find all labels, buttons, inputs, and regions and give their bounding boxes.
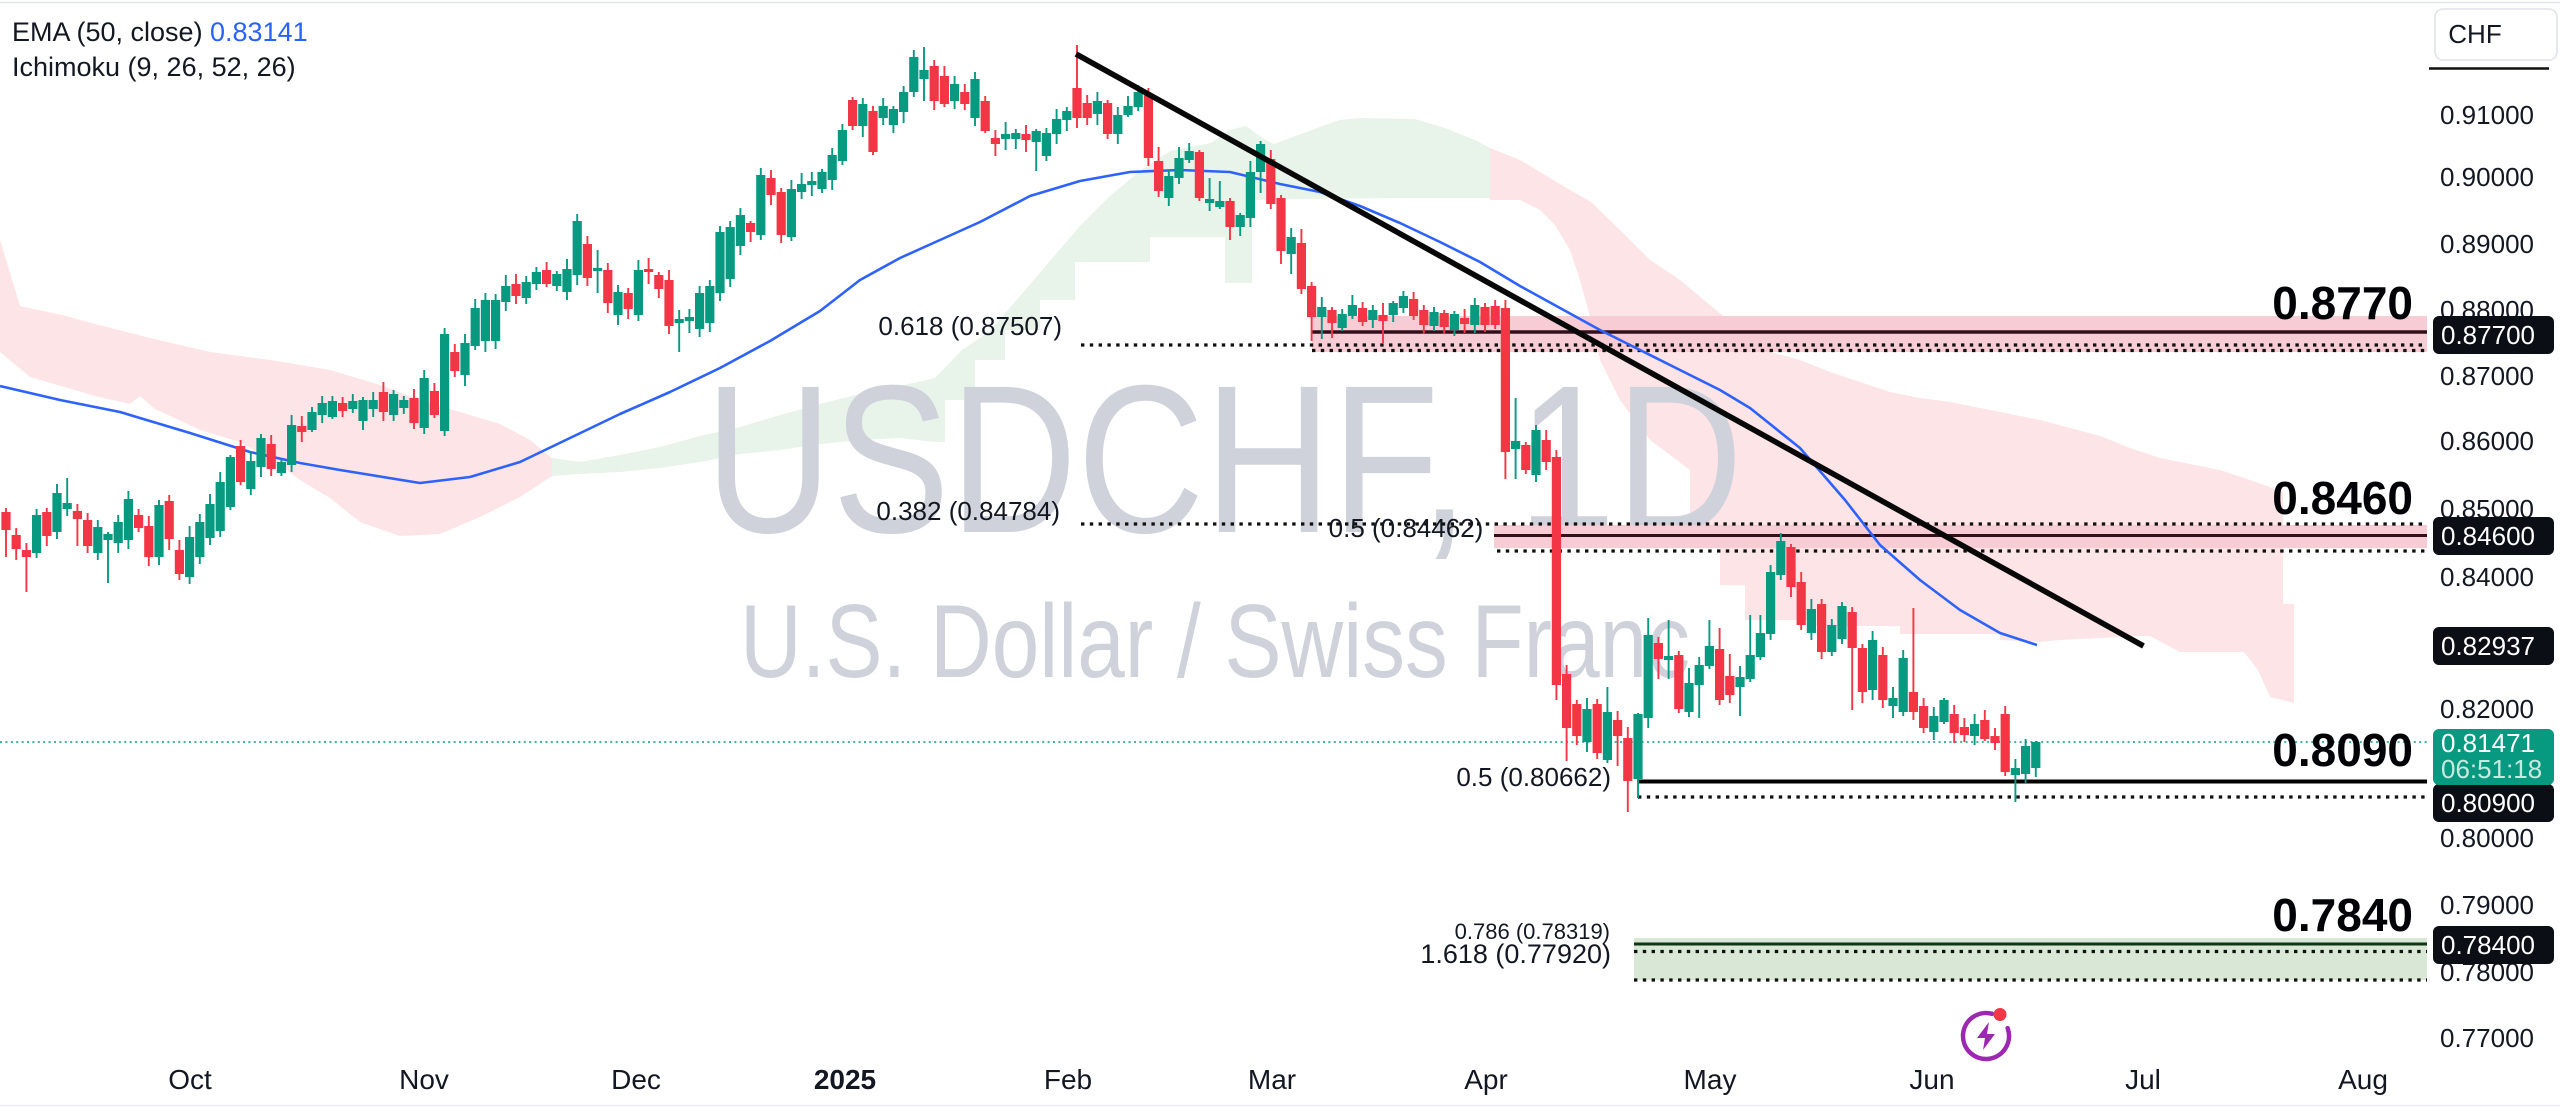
svg-text:0.81471: 0.81471 [2441, 728, 2535, 758]
svg-text:0.5 (0.80662): 0.5 (0.80662) [1456, 762, 1611, 792]
svg-text:0.82937: 0.82937 [2441, 631, 2535, 661]
svg-text:0.8460: 0.8460 [2272, 472, 2413, 524]
svg-text:0.5 (0.84462): 0.5 (0.84462) [1329, 513, 1484, 543]
svg-text:0.83141: 0.83141 [210, 17, 308, 47]
svg-text:Feb: Feb [1044, 1064, 1092, 1095]
svg-text:May: May [1684, 1064, 1737, 1095]
svg-text:Ichimoku (9, 26, 52, 26): Ichimoku (9, 26, 52, 26) [12, 52, 296, 82]
svg-text:Aug: Aug [2338, 1064, 2388, 1095]
svg-text:06:51:18: 06:51:18 [2441, 754, 2542, 784]
svg-text:Jul: Jul [2125, 1064, 2161, 1095]
svg-text:CHF: CHF [2448, 19, 2501, 49]
svg-text:0.382 (0.84784): 0.382 (0.84784) [876, 496, 1060, 526]
svg-text:0.80900: 0.80900 [2441, 788, 2535, 818]
svg-text:Jun: Jun [1909, 1064, 1954, 1095]
svg-text:0.79000: 0.79000 [2440, 890, 2534, 920]
svg-text:0.7840: 0.7840 [2272, 889, 2413, 941]
svg-text:0.84000: 0.84000 [2440, 562, 2534, 592]
svg-text:0.91000: 0.91000 [2440, 100, 2534, 130]
svg-text:0.87000: 0.87000 [2440, 361, 2534, 391]
svg-text:Dec: Dec [611, 1064, 661, 1095]
svg-text:Apr: Apr [1464, 1064, 1508, 1095]
svg-text:0.90000: 0.90000 [2440, 162, 2534, 192]
svg-text:0.86000: 0.86000 [2440, 426, 2534, 456]
svg-text:Oct: Oct [168, 1064, 212, 1095]
svg-text:EMA (50, close): EMA (50, close) [12, 17, 203, 47]
svg-text:0.84600: 0.84600 [2441, 521, 2535, 551]
svg-text:0.77000: 0.77000 [2440, 1023, 2534, 1053]
svg-text:0.786 (0.78319): 0.786 (0.78319) [1455, 919, 1610, 944]
svg-text:0.87700: 0.87700 [2441, 320, 2535, 350]
svg-text:0.618 (0.87507): 0.618 (0.87507) [878, 311, 1062, 341]
svg-text:Mar: Mar [1248, 1064, 1296, 1095]
svg-text:0.80000: 0.80000 [2440, 823, 2534, 853]
svg-text:0.78400: 0.78400 [2441, 930, 2535, 960]
svg-text:0.8090: 0.8090 [2272, 724, 2413, 776]
svg-text:1.618 (0.77920): 1.618 (0.77920) [1420, 939, 1611, 969]
svg-text:Nov: Nov [399, 1064, 449, 1095]
svg-text:0.82000: 0.82000 [2440, 694, 2534, 724]
svg-text:0.89000: 0.89000 [2440, 229, 2534, 259]
svg-text:2025: 2025 [814, 1064, 876, 1095]
svg-text:0.8770: 0.8770 [2272, 277, 2413, 329]
svg-text:U.S. Dollar / Swiss Franc: U.S. Dollar / Swiss Franc [740, 584, 1690, 700]
